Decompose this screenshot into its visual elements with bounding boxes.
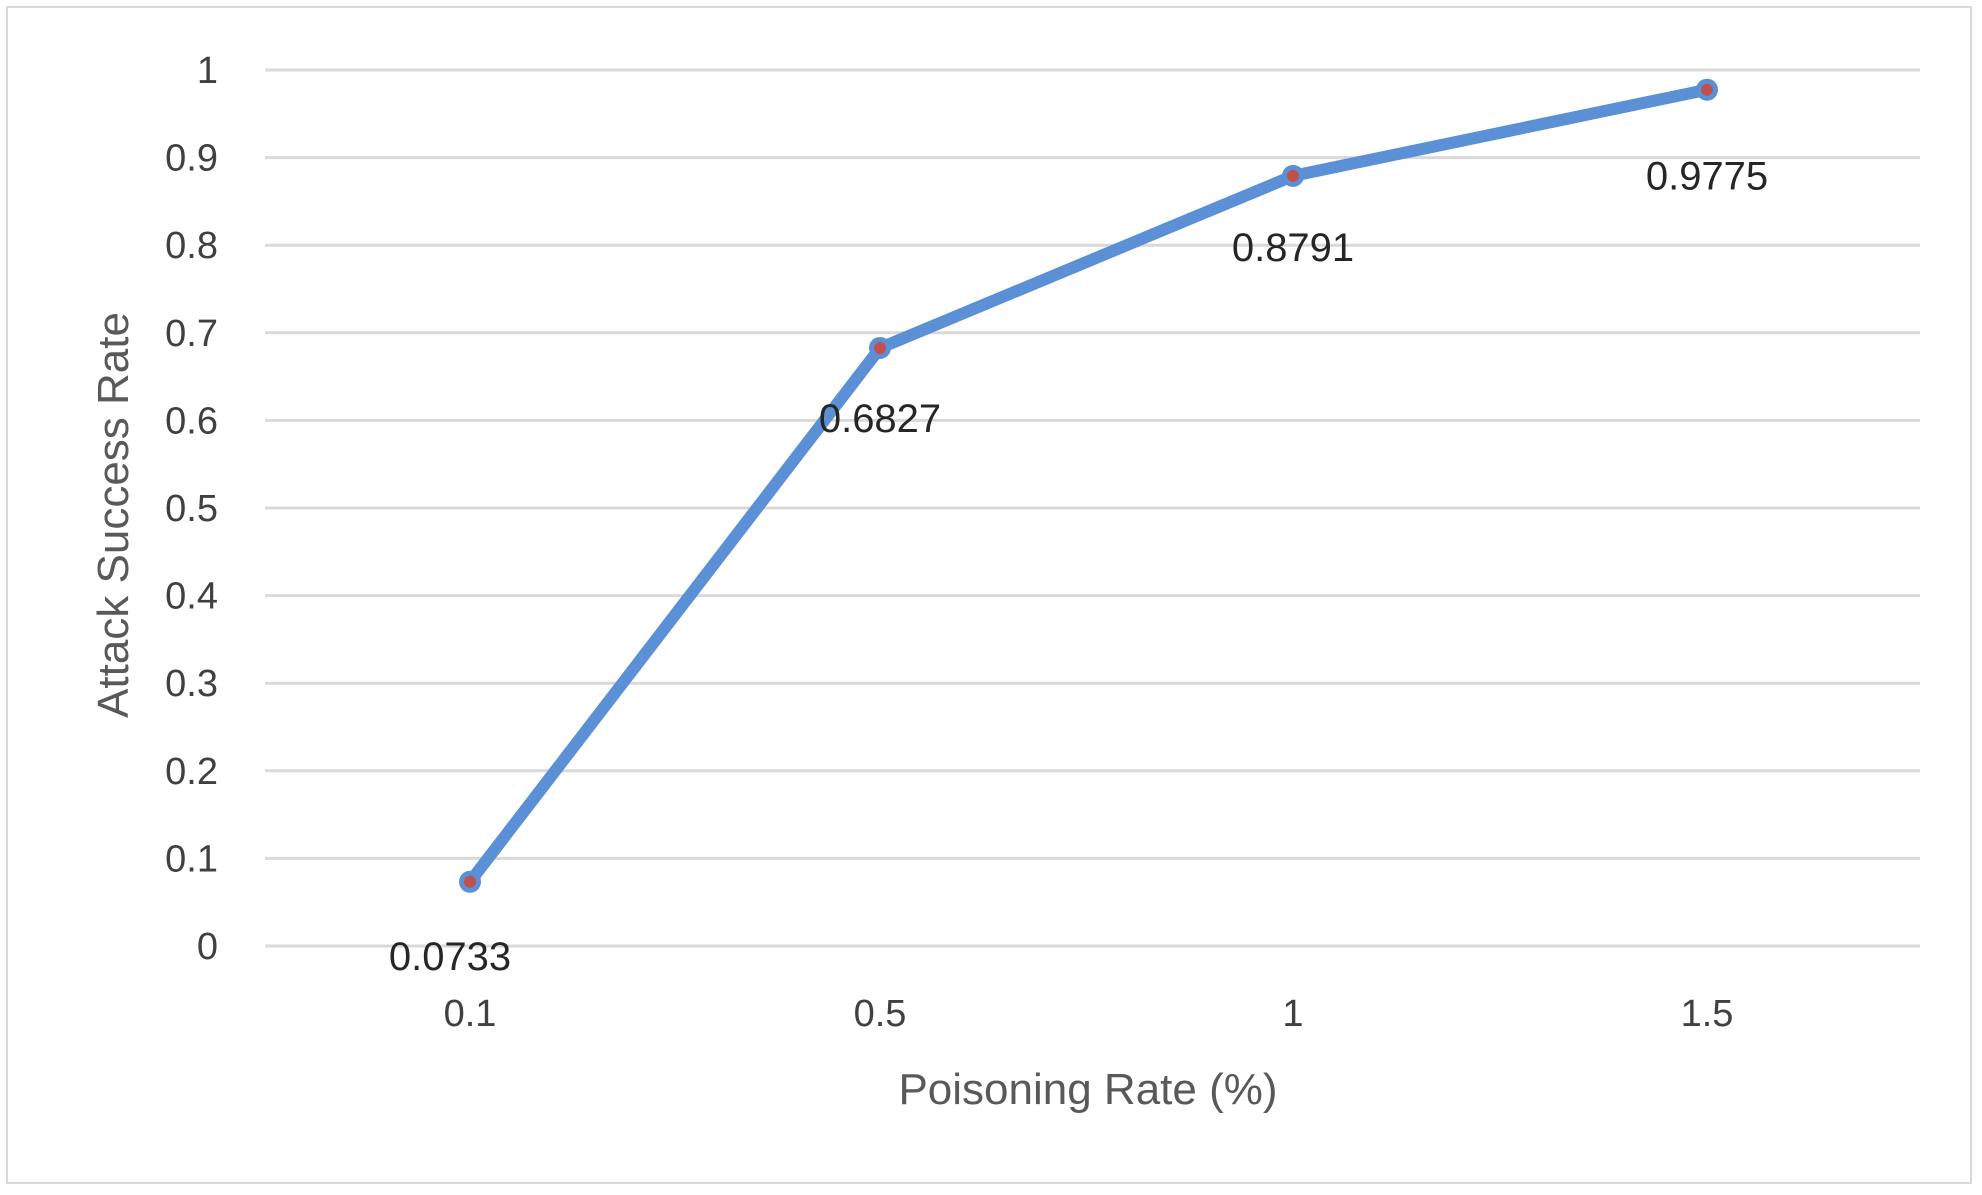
x-tick-label: 0.1	[444, 993, 497, 1035]
series-line	[464, 83, 1713, 888]
y-tick-label: 0.5	[165, 488, 218, 530]
y-tick-label: 0.2	[165, 751, 218, 793]
x-tick-label: 0.5	[854, 993, 907, 1035]
data-point	[869, 336, 891, 359]
data-point-layer	[459, 78, 1718, 893]
x-axis-title: Poisoning Rate (%)	[898, 1065, 1277, 1114]
y-tick-label: 0.3	[165, 663, 218, 705]
data-label: 0.0733	[389, 935, 511, 979]
y-tick-label: 0.7	[165, 313, 218, 355]
data-point	[1282, 164, 1304, 187]
y-tick-label: 1	[197, 50, 218, 92]
data-point-marker	[874, 341, 886, 354]
y-axis-tick-labels: 0 0.1 0.2 0.3 0.4 0.5 0.6 0.7 0.8 0.9 1	[165, 50, 218, 968]
series-line-layer	[464, 83, 1713, 888]
data-point	[1696, 78, 1718, 101]
data-label-layer: 0.0733 0.6827 0.8791 0.9775	[389, 155, 1768, 979]
x-axis-tick-labels: 0.1 0.5 1 1.5	[444, 993, 1734, 1035]
y-tick-label: 0.9	[165, 138, 218, 180]
data-point-marker	[464, 875, 476, 888]
data-label: 0.9775	[1646, 155, 1768, 199]
y-tick-label: 0.4	[165, 576, 218, 618]
y-tick-label: 0	[197, 926, 218, 968]
data-point-marker	[1287, 169, 1299, 182]
data-label: 0.8791	[1232, 226, 1354, 270]
data-point-marker	[1701, 83, 1713, 96]
data-point	[459, 870, 481, 893]
y-tick-label: 0.8	[165, 225, 218, 267]
y-tick-label: 0.1	[165, 838, 218, 880]
data-label: 0.6827	[819, 397, 941, 441]
y-axis-title: Attack Success Rate	[89, 312, 138, 718]
y-tick-label: 0.6	[165, 400, 218, 442]
x-tick-label: 1	[1282, 993, 1303, 1035]
x-tick-label: 1.5	[1681, 993, 1734, 1035]
gridlines	[265, 68, 1920, 948]
